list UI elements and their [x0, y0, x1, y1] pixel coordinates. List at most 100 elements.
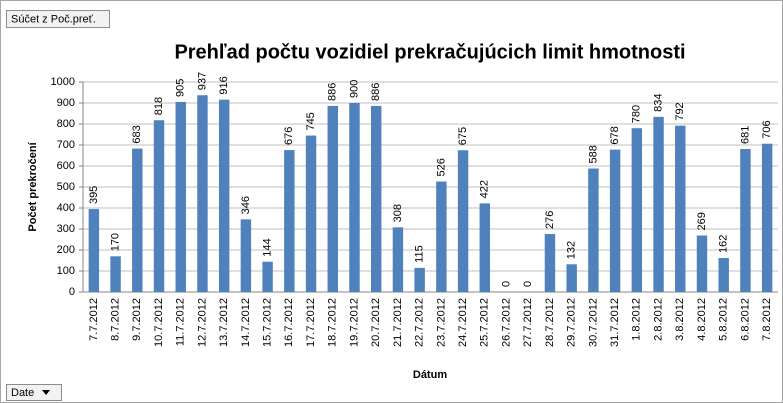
field-button-label: Date	[11, 387, 34, 399]
data-label: 834	[652, 94, 664, 112]
filter-button[interactable]	[6, 10, 110, 28]
bar	[436, 181, 447, 292]
data-label: 308	[392, 204, 404, 222]
x-tick-label: 31.7.2012	[609, 298, 621, 347]
bar	[392, 227, 404, 292]
data-label: 170	[109, 233, 121, 251]
data-label: 683	[131, 125, 143, 143]
bar	[110, 256, 121, 292]
y-tick-label: 300	[57, 223, 75, 235]
dropdown-arrow	[42, 390, 50, 395]
bar	[588, 168, 599, 292]
x-tick-label: 23.7.2012	[435, 298, 447, 347]
data-label: 706	[761, 120, 773, 138]
bar	[457, 150, 469, 292]
x-tick-label: 7.8.2012	[761, 298, 773, 341]
x-tick-label: 28.7.2012	[544, 298, 556, 347]
bar	[197, 95, 208, 292]
data-label: 886	[327, 83, 339, 101]
x-tick-label: 29.7.2012	[566, 298, 578, 347]
x-tick-label: 20.7.2012	[370, 298, 382, 347]
data-label: 144	[262, 238, 274, 256]
bar	[609, 149, 621, 292]
x-tick-label: 14.7.2012	[240, 298, 252, 347]
x-tick-label: 19.7.2012	[348, 298, 360, 347]
data-label: 916	[218, 76, 230, 94]
bar	[653, 116, 664, 292]
data-label: 675	[457, 127, 469, 145]
bar	[305, 135, 317, 292]
data-label: 905	[175, 79, 187, 97]
x-tick-label: 21.7.2012	[392, 298, 404, 347]
x-tick-label: 12.7.2012	[196, 298, 208, 347]
data-label: 395	[88, 186, 100, 204]
data-label: 745	[305, 112, 317, 130]
y-tick-label: 0	[69, 286, 75, 298]
x-tick-label: 10.7.2012	[153, 298, 165, 347]
data-label: 676	[283, 127, 295, 145]
bar	[370, 105, 382, 292]
data-label: 162	[718, 235, 730, 253]
data-label: 780	[631, 105, 643, 123]
x-tick-label: 1.8.2012	[631, 298, 643, 341]
bar	[153, 120, 165, 292]
bar	[262, 261, 273, 292]
data-label: 526	[435, 158, 447, 176]
x-tick-label: 2.8.2012	[652, 298, 664, 341]
x-tick-label: 22.7.2012	[414, 298, 426, 347]
data-label: 588	[587, 145, 599, 163]
bar	[718, 257, 729, 292]
x-tick-label: 15.7.2012	[262, 298, 274, 347]
data-label: 792	[674, 102, 686, 120]
chart-title: Prehľad počtu vozidiel prekračujúcich li…	[174, 41, 685, 63]
y-tick-label: 200	[57, 244, 75, 256]
x-tick-label: 5.8.2012	[718, 298, 730, 341]
x-tick-label: 18.7.2012	[327, 298, 339, 347]
bar	[566, 264, 577, 292]
y-tick-label: 700	[57, 139, 75, 151]
data-label: 422	[479, 180, 491, 198]
x-tick-label: 7.7.2012	[88, 298, 100, 341]
y-tick-label: 1000	[51, 76, 75, 88]
x-tick-label: 6.8.2012	[739, 298, 751, 341]
bar	[631, 128, 643, 292]
x-tick-label: 9.7.2012	[131, 298, 143, 341]
bar	[327, 105, 338, 292]
bar	[544, 234, 556, 292]
x-tick-label: 17.7.2012	[305, 298, 317, 347]
x-tick-label: 26.7.2012	[500, 298, 512, 347]
bar	[761, 143, 773, 292]
data-label: 937	[196, 72, 208, 90]
data-label: 818	[153, 97, 165, 115]
x-tick-label: 30.7.2012	[587, 298, 599, 347]
bar	[696, 235, 708, 292]
y-tick-label: 800	[57, 118, 75, 130]
bar	[284, 150, 295, 292]
bar	[218, 99, 230, 292]
x-tick-label: 24.7.2012	[457, 298, 469, 347]
data-label: 269	[696, 212, 708, 230]
x-tick-label: 25.7.2012	[479, 298, 491, 347]
bar	[479, 203, 491, 292]
x-tick-label: 27.7.2012	[522, 298, 534, 347]
filter-button-label: Súčet z Poč.preť.	[11, 13, 96, 25]
data-label: 681	[739, 126, 751, 144]
bar	[240, 219, 252, 292]
data-label: 900	[348, 80, 360, 98]
data-label: 0	[500, 281, 512, 287]
field-button[interactable]	[6, 384, 62, 401]
x-tick-label: 11.7.2012	[175, 298, 187, 346]
bar	[175, 101, 186, 292]
data-label: 886	[370, 83, 382, 101]
data-label: 115	[414, 245, 426, 263]
x-tick-label: 16.7.2012	[283, 298, 295, 347]
x-axis-title: Dátum	[413, 369, 447, 381]
bar	[132, 148, 143, 292]
data-label: 132	[566, 241, 578, 259]
x-tick-label: 8.7.2012	[109, 298, 121, 341]
bar	[88, 209, 100, 292]
x-tick-label: 4.8.2012	[696, 298, 708, 341]
data-label: 678	[609, 126, 621, 144]
